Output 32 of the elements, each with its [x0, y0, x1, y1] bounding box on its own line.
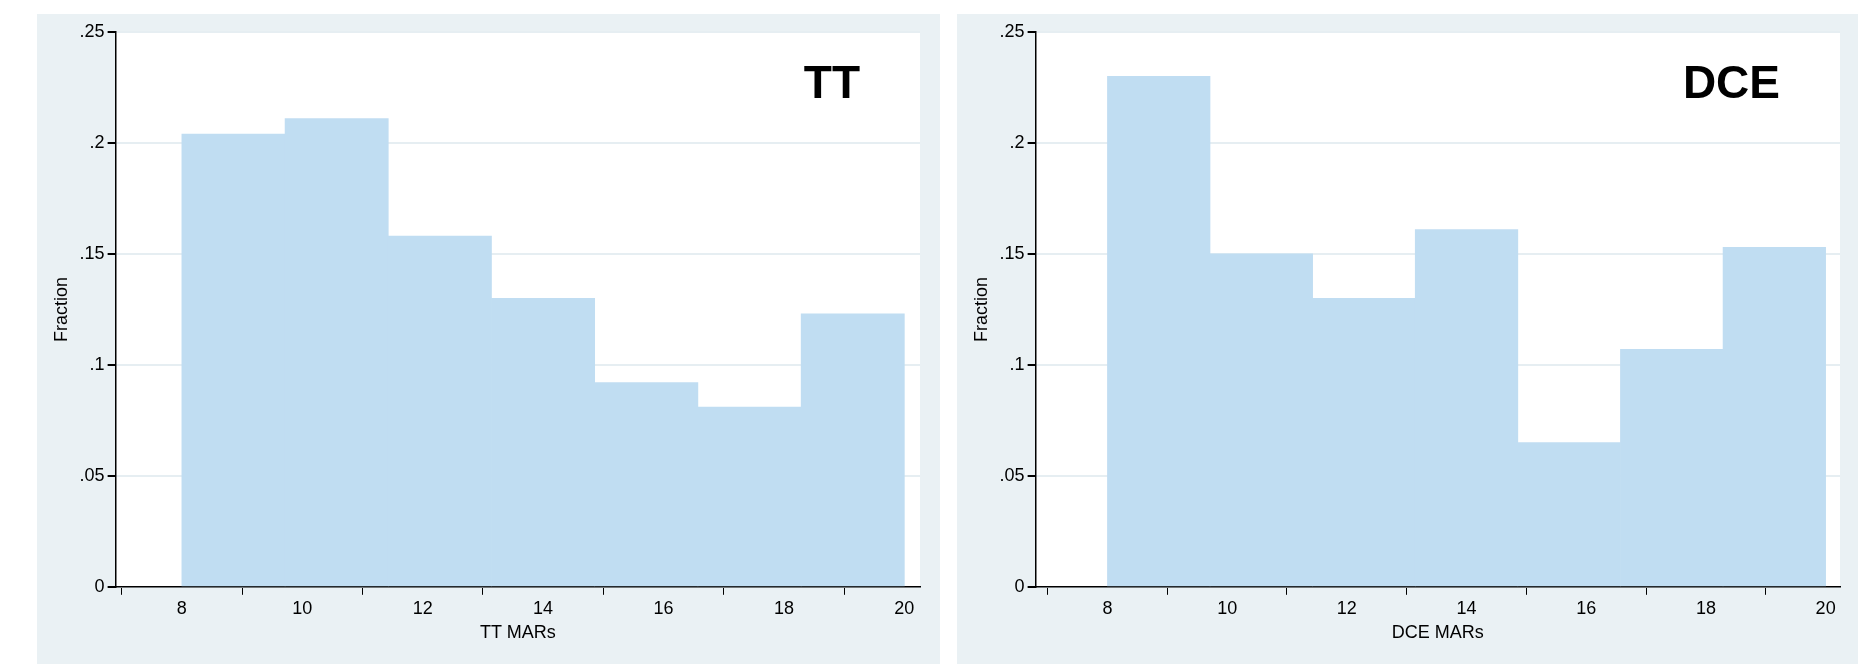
y-tick-label: 0: [1014, 575, 1025, 596]
y-tick-label: .25: [999, 20, 1025, 41]
x-axis-title: DCE MARs: [1391, 622, 1484, 643]
y-tick-label: .25: [79, 20, 105, 41]
y-tick-label: .15: [999, 242, 1025, 263]
y-tick-label: .1: [89, 353, 105, 374]
y-tick-label: .2: [89, 131, 105, 152]
x-axis-title: TT MARs: [479, 622, 556, 643]
y-tick-label: .1: [1009, 353, 1025, 374]
x-tick-label: 10: [292, 597, 313, 618]
y-tick-label: .15: [79, 242, 105, 263]
x-tick-label: 18: [1695, 597, 1716, 618]
x-tick-label: 20: [1815, 597, 1836, 618]
y-axis-title: Fraction: [970, 276, 991, 342]
x-tick-label: 16: [1576, 597, 1597, 618]
y-tick-label: 0: [94, 575, 105, 596]
x-tick-label: 12: [412, 597, 433, 618]
x-tick-label: 8: [176, 597, 187, 618]
x-tick-label: 14: [533, 597, 554, 618]
x-tick-label: 12: [1336, 597, 1357, 618]
x-tick-label: 18: [773, 597, 794, 618]
x-tick-label: 8: [1102, 597, 1113, 618]
y-axis-title: Fraction: [50, 276, 71, 342]
text: DCE: [1682, 55, 1780, 108]
text: TT: [803, 55, 860, 108]
y-tick-label: .05: [999, 464, 1025, 485]
x-tick-label: 16: [653, 597, 674, 618]
y-tick-label: .2: [1009, 131, 1025, 152]
x-tick-label: 10: [1217, 597, 1238, 618]
y-tick-label: .05: [79, 464, 105, 485]
x-tick-label: 14: [1456, 597, 1477, 618]
x-tick-label: 20: [894, 597, 915, 618]
